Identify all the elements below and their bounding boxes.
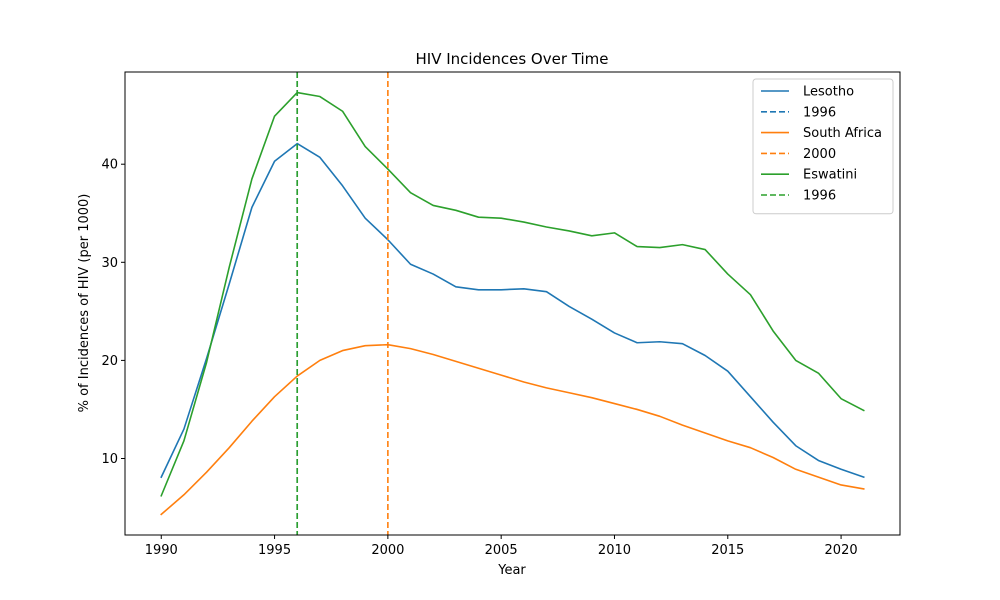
plot-area: [160, 72, 865, 535]
legend-box: [752, 78, 894, 215]
y-tick-label-40: 40: [101, 158, 118, 173]
x-tick-label-2020: 2020: [825, 543, 858, 558]
series-line-lesotho: [160, 142, 865, 479]
x-tick-label-2010: 2010: [598, 543, 631, 558]
x-axis: 1990 1995 2000 2005 2010 2015 2020: [145, 535, 858, 558]
x-tick-label-2000: 2000: [371, 543, 404, 558]
x-tick-label-1995: 1995: [258, 543, 291, 558]
x-tick-label-2005: 2005: [485, 543, 518, 558]
y-axis-title: % of Incidences of HIV (per 1000): [77, 194, 92, 413]
legend-label-2: South Africa: [803, 126, 882, 141]
x-tick-label-1990: 1990: [145, 543, 178, 558]
x-axis-title: Year: [497, 563, 526, 578]
series-line-eswatini: [160, 91, 865, 497]
legend-label-5: 1996: [803, 189, 836, 204]
chart-title: HIV Incidences Over Time: [416, 50, 609, 68]
legend-label-0: Lesotho: [803, 85, 854, 100]
legend-label-1: 1996: [803, 105, 836, 120]
legend-label-4: Eswatini: [803, 168, 857, 183]
x-tick-label-2015: 2015: [711, 543, 744, 558]
y-axis: 10 20 30 40: [101, 158, 125, 467]
axes-frame: [124, 71, 901, 536]
y-tick-label-20: 20: [101, 354, 118, 369]
series-line-south-africa: [160, 343, 865, 516]
y-tick-label-10: 10: [101, 452, 118, 467]
legend-label-3: 2000: [803, 147, 836, 162]
legend: Lesotho 1996 South Africa 2000 Eswatini 1996: [752, 78, 894, 215]
y-tick-label-30: 30: [101, 256, 118, 271]
